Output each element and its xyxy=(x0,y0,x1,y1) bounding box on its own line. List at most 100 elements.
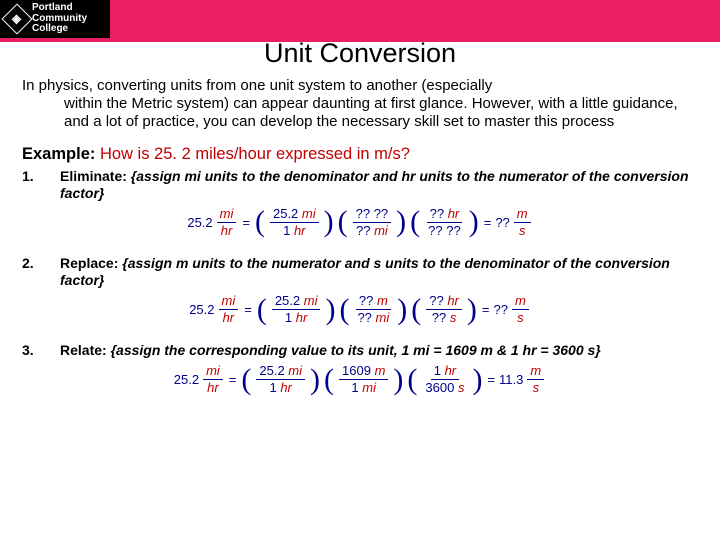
equals-icon: = xyxy=(480,302,492,317)
v: 25.2 xyxy=(189,302,214,317)
intro-firstline: In physics, converting units from one un… xyxy=(22,77,492,94)
logo-line3: College xyxy=(32,24,87,35)
u: m xyxy=(527,363,544,380)
example-line: Example: How is 25. 2 miles/hour express… xyxy=(22,145,698,164)
step-1-title: Eliminate: xyxy=(60,168,127,184)
u: mi xyxy=(203,363,223,380)
step-2-body: Replace: {assign m units to the numerato… xyxy=(60,255,698,289)
u: mi xyxy=(288,363,302,378)
v: 3600 xyxy=(425,380,458,395)
lparen-icon: ( xyxy=(338,295,350,325)
step-1-body: Eliminate: {assign mi units to the denom… xyxy=(60,168,698,202)
q: ?? xyxy=(428,223,446,238)
u: s xyxy=(450,310,457,325)
u: mi xyxy=(376,310,390,325)
v: 1 xyxy=(269,380,280,395)
rparen-icon: ) xyxy=(396,295,408,325)
intro-paragraph: In physics, converting units from one un… xyxy=(22,77,698,131)
equals-icon: = xyxy=(240,215,252,230)
equals-icon: = xyxy=(242,302,254,317)
result-value: 11.3 xyxy=(499,372,523,387)
v: 1 xyxy=(351,380,362,395)
step-3: 3. Relate: {assign the corresponding val… xyxy=(22,342,698,359)
lparen-icon: ( xyxy=(256,295,268,325)
q: ?? xyxy=(432,310,450,325)
lparen-icon: ( xyxy=(240,365,252,395)
equals-icon: = xyxy=(482,215,494,230)
q: ?? xyxy=(356,223,374,238)
lparen-icon: ( xyxy=(337,207,349,237)
v: 1609 xyxy=(342,363,375,378)
rparen-icon: ) xyxy=(395,207,407,237)
u: mi xyxy=(302,206,316,221)
q: ?? xyxy=(357,310,375,325)
u: hr xyxy=(445,363,457,378)
u: hr xyxy=(447,293,459,308)
u: s xyxy=(530,380,543,396)
lparen-icon: ( xyxy=(323,365,335,395)
rparen-icon: ) xyxy=(392,365,404,395)
eq1-f1n: 25.2 xyxy=(273,206,302,221)
equation-1: 25.2 mihr = ( 25.2 mi1 hr ) ( ?? ?? ?? m… xyxy=(22,206,698,240)
q: ?? xyxy=(374,206,388,221)
u: mi xyxy=(219,293,239,310)
equals-icon: = xyxy=(227,372,239,387)
q: ?? xyxy=(446,223,460,238)
q: ?? xyxy=(356,206,374,221)
v: 1 xyxy=(434,363,445,378)
u: m xyxy=(377,293,388,308)
rparen-icon: ) xyxy=(471,365,483,395)
v: 25.2 xyxy=(259,363,288,378)
logo-diamond-icon: ◈ xyxy=(1,3,32,34)
u: mi xyxy=(304,293,318,308)
u: s xyxy=(514,310,527,326)
u: m xyxy=(514,206,531,223)
step-3-number: 3. xyxy=(22,342,60,359)
step-2: 2. Replace: {assign m units to the numer… xyxy=(22,255,698,289)
q: ?? xyxy=(493,302,507,317)
u: hr xyxy=(294,223,306,238)
u: s xyxy=(458,380,465,395)
example-label: Example: xyxy=(22,145,95,163)
equation-3: 25.2 mihr = ( 25.2 mi1 hr ) ( 1609 m1 mi… xyxy=(22,363,698,397)
equation-2: 25.2 mihr = ( 25.2 mi1 hr ) ( ?? m?? mi … xyxy=(22,293,698,327)
eq1-mi: mi xyxy=(217,206,237,223)
lparen-icon: ( xyxy=(409,207,421,237)
equals-icon: = xyxy=(485,372,497,387)
q: ?? xyxy=(359,293,377,308)
lparen-icon: ( xyxy=(254,207,266,237)
q: ?? xyxy=(495,215,509,230)
lparen-icon: ( xyxy=(410,295,422,325)
u: mi xyxy=(362,380,376,395)
v: 25.2 xyxy=(174,372,199,387)
u: hr xyxy=(204,380,222,396)
pcc-logo: ◈ Portland Community College xyxy=(0,0,110,38)
step-3-desc: {assign the corresponding value to its u… xyxy=(111,342,601,358)
eq1-leadval: 25.2 xyxy=(187,215,212,230)
v: 25.2 xyxy=(275,293,304,308)
logo-text: Portland Community College xyxy=(32,3,87,35)
step-3-body: Relate: {assign the corresponding value … xyxy=(60,342,698,359)
u: m xyxy=(512,293,529,310)
eq1-hr: hr xyxy=(218,223,236,239)
rparen-icon: ) xyxy=(466,295,478,325)
u: s xyxy=(516,223,529,239)
step-2-desc: {assign m units to the numerator and s u… xyxy=(60,255,670,288)
step-1-desc: {assign mi units to the denominator and … xyxy=(60,168,689,201)
u: m xyxy=(375,363,386,378)
eq1-f1d: 1 xyxy=(283,223,294,238)
step-1: 1. Eliminate: {assign mi units to the de… xyxy=(22,168,698,202)
u: hr xyxy=(296,310,308,325)
u: hr xyxy=(448,206,460,221)
example-question: How is 25. 2 miles/hour expressed in m/s… xyxy=(100,145,410,163)
step-2-title: Replace: xyxy=(60,255,118,271)
v: 1 xyxy=(285,310,296,325)
u: mi xyxy=(374,223,388,238)
header-bar: ◈ Portland Community College xyxy=(0,0,720,42)
lparen-icon: ( xyxy=(406,365,418,395)
q: ?? xyxy=(429,293,447,308)
rparen-icon: ) xyxy=(324,295,336,325)
u: hr xyxy=(280,380,292,395)
intro-rest: within the Metric system) can appear dau… xyxy=(22,95,698,131)
rparen-icon: ) xyxy=(323,207,335,237)
